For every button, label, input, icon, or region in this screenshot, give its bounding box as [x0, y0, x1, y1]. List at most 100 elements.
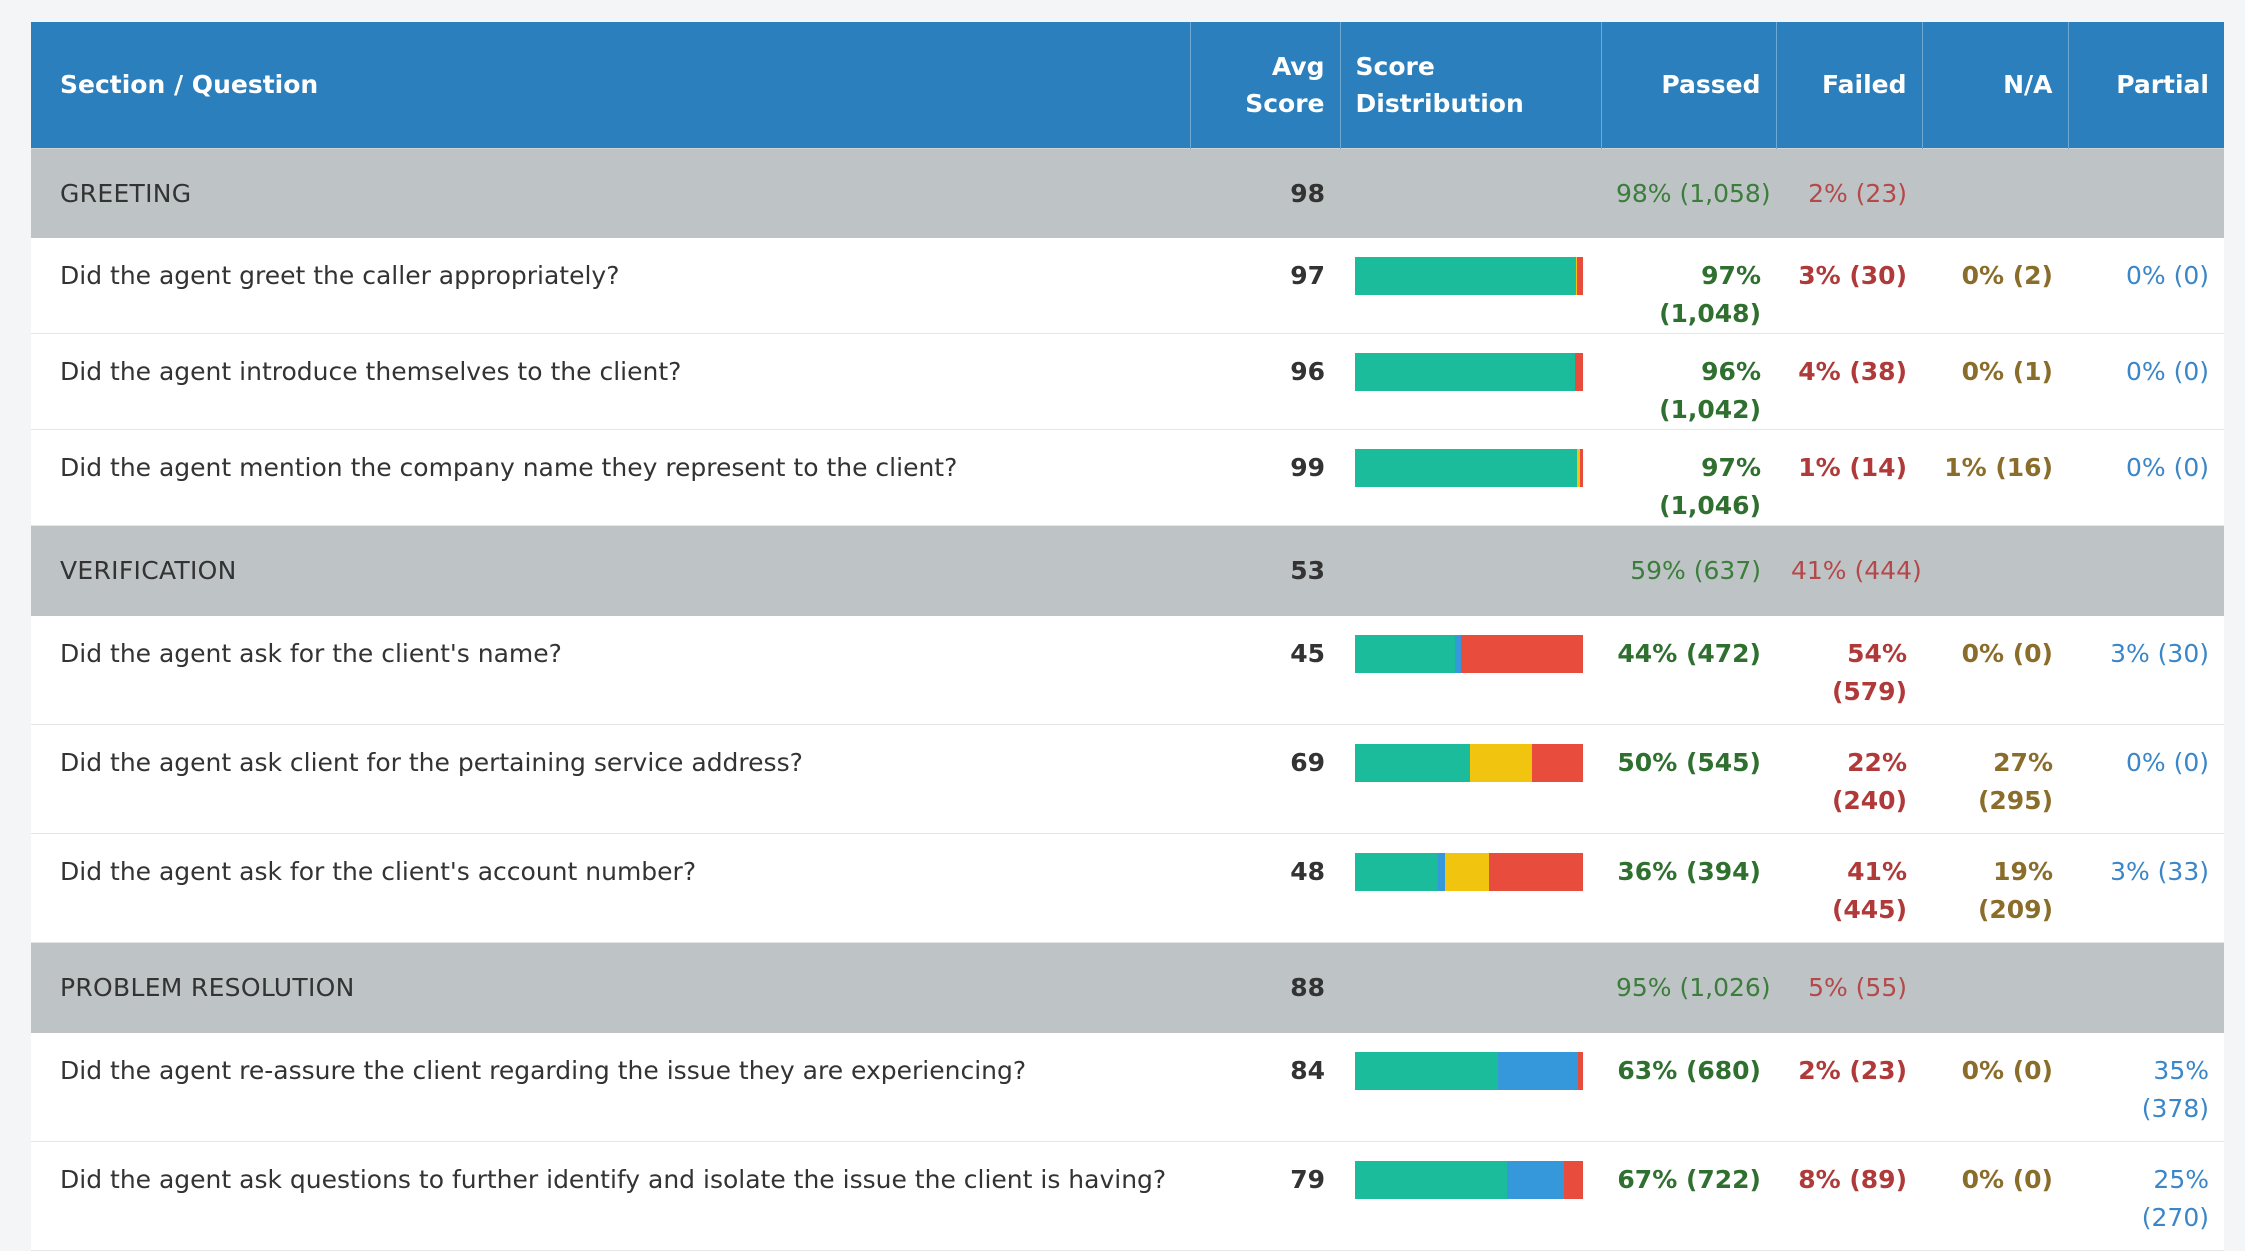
question-text: Did the agent ask for the client's accou… [31, 834, 1190, 943]
question-row[interactable]: Did the agent mention the company name t… [31, 430, 2224, 526]
header-avg-line2: Score [1245, 89, 1324, 118]
header-passed[interactable]: Passed [1601, 22, 1776, 148]
distribution-segment-failed [1461, 635, 1583, 673]
distribution-segment-partial [1498, 1052, 1578, 1090]
question-avg-score: 96 [1190, 334, 1340, 430]
question-na: 0% (0) [1922, 1142, 2068, 1251]
question-na: 1% (16) [1922, 430, 2068, 526]
question-failed: 8% (89) [1776, 1142, 1922, 1251]
distribution-segment-passed [1355, 853, 1438, 891]
score-distribution-cell [1340, 1033, 1601, 1142]
distribution-segment-passed [1355, 1161, 1507, 1199]
na-count: (295) [1978, 786, 2053, 815]
question-row[interactable]: Did the agent ask client for the pertain… [31, 725, 2224, 834]
section-avg-score: 98 [1190, 148, 1340, 238]
question-passed: 36% (394) [1601, 834, 1776, 943]
section-distribution [1340, 526, 1601, 616]
question-partial: 35%(378) [2068, 1033, 2224, 1142]
section-name: GREETING [31, 148, 1190, 238]
question-avg-score: 69 [1190, 725, 1340, 834]
score-distribution-bar [1355, 1161, 1583, 1199]
section-name: PROBLEM RESOLUTION [31, 943, 1190, 1033]
score-distribution-cell [1340, 616, 1601, 725]
na-percent: 19% [1993, 857, 2053, 886]
distribution-segment-failed [1532, 744, 1583, 782]
section-na [1922, 943, 2068, 1033]
header-failed[interactable]: Failed [1776, 22, 1922, 148]
question-failed: 2% (23) [1776, 1033, 1922, 1142]
score-distribution-cell [1340, 430, 1601, 526]
question-failed: 1% (14) [1776, 430, 1922, 526]
question-na: 0% (0) [1922, 616, 2068, 725]
failed-count: (240) [1832, 786, 1907, 815]
score-distribution-cell [1340, 1142, 1601, 1251]
question-text: Did the agent re-assure the client regar… [31, 1033, 1190, 1142]
score-distribution-cell [1340, 725, 1601, 834]
partial-count: (378) [2142, 1094, 2209, 1123]
distribution-segment-passed [1355, 257, 1576, 295]
question-avg-score: 79 [1190, 1142, 1340, 1251]
section-passed: 95% (1,026) [1601, 943, 1776, 1033]
question-failed: 41%(445) [1776, 834, 1922, 943]
header-partial[interactable]: Partial [2068, 22, 2224, 148]
question-failed: 4% (38) [1776, 334, 1922, 430]
question-na: 27%(295) [1922, 725, 2068, 834]
failed-count: (579) [1832, 677, 1907, 706]
distribution-segment-passed [1355, 449, 1577, 487]
question-passed: 97% (1,046) [1601, 430, 1776, 526]
distribution-segment-failed [1578, 1052, 1583, 1090]
partial-count: (270) [2142, 1203, 2209, 1232]
score-distribution-cell [1340, 334, 1601, 430]
score-distribution-bar [1355, 635, 1583, 673]
section-row-problem-resolution[interactable]: PROBLEM RESOLUTION 88 95% (1,026) 5% (55… [31, 943, 2224, 1033]
section-avg-score: 53 [1190, 526, 1340, 616]
question-passed: 67% (722) [1601, 1142, 1776, 1251]
section-passed: 59% (637) [1601, 526, 1776, 616]
section-row-greeting[interactable]: GREETING 98 98% (1,058) 2% (23) [31, 148, 2224, 238]
section-row-verification[interactable]: VERIFICATION 53 59% (637) 41% (444) [31, 526, 2224, 616]
distribution-segment-passed [1355, 353, 1575, 391]
header-score-distribution[interactable]: Score Distribution [1340, 22, 1601, 148]
question-na: 0% (1) [1922, 334, 2068, 430]
question-row[interactable]: Did the agent ask for the client's name?… [31, 616, 2224, 725]
section-distribution [1340, 943, 1601, 1033]
distribution-segment-failed [1575, 353, 1583, 391]
failed-percent: 54% [1847, 639, 1907, 668]
question-row[interactable]: Did the agent greet the caller appropria… [31, 238, 2224, 334]
question-row[interactable]: Did the agent ask for the client's accou… [31, 834, 2224, 943]
section-partial [2068, 526, 2224, 616]
header-na[interactable]: N/A [1922, 22, 2068, 148]
distribution-segment-failed [1577, 257, 1583, 295]
score-distribution-cell [1340, 834, 1601, 943]
question-row[interactable]: Did the agent introduce themselves to th… [31, 334, 2224, 430]
section-partial [2068, 943, 2224, 1033]
question-passed: 63% (680) [1601, 1033, 1776, 1142]
question-passed: 50% (545) [1601, 725, 1776, 834]
section-name: VERIFICATION [31, 526, 1190, 616]
score-distribution-bar [1355, 1052, 1583, 1090]
distribution-segment-passed [1355, 1052, 1498, 1090]
score-distribution-bar [1355, 449, 1583, 487]
section-failed: 5% (55) [1776, 943, 1922, 1033]
score-distribution-bar [1355, 257, 1583, 295]
section-failed: 41% (444) [1776, 526, 1922, 616]
section-distribution [1340, 148, 1601, 238]
question-partial: 0% (0) [2068, 334, 2224, 430]
score-distribution-bar [1355, 744, 1583, 782]
distribution-segment-partial [1438, 853, 1445, 891]
section-na [1922, 526, 2068, 616]
question-text: Did the agent ask for the client's name? [31, 616, 1190, 725]
header-question[interactable]: Section / Question [31, 22, 1190, 148]
question-row[interactable]: Did the agent re-assure the client regar… [31, 1033, 2224, 1142]
question-failed: 3% (30) [1776, 238, 1922, 334]
distribution-segment-partial [1507, 1161, 1564, 1199]
section-na [1922, 148, 2068, 238]
question-avg-score: 84 [1190, 1033, 1340, 1142]
question-row[interactable]: Did the agent ask questions to further i… [31, 1142, 2224, 1251]
section-avg-score: 88 [1190, 943, 1340, 1033]
question-passed: 44% (472) [1601, 616, 1776, 725]
distribution-segment-passed [1355, 744, 1470, 782]
question-partial: 0% (0) [2068, 725, 2224, 834]
